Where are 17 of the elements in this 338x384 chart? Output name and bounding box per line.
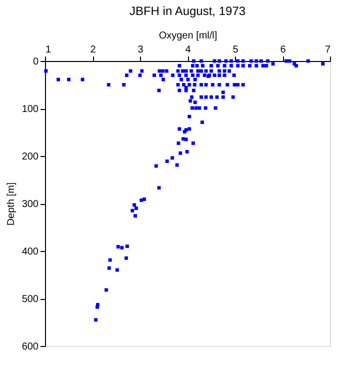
y-tick-label: 300 xyxy=(22,199,39,210)
y-tick-label: 400 xyxy=(22,246,39,258)
y-tick-label: 500 xyxy=(22,294,39,305)
y-tick-label: 600 xyxy=(22,342,39,352)
x-tick-label: 4 xyxy=(185,44,192,56)
y-tick-label: 200 xyxy=(22,152,39,162)
x-tick-label: 3 xyxy=(138,44,144,56)
y-tick-label: 0 xyxy=(32,56,39,68)
chart-title: JBFH in August, 1973 xyxy=(129,4,246,18)
x-tick-label: 7 xyxy=(324,44,331,56)
x-tick-label: 6 xyxy=(280,44,286,56)
x-axis-title: Oxygen [ml/l] xyxy=(158,30,218,42)
y-tick-label: 100 xyxy=(22,104,39,115)
x-tick-label: 1 xyxy=(46,44,52,56)
x-tick-label: 2 xyxy=(90,44,96,56)
y-axis-title: Depth [m] xyxy=(6,182,17,226)
x-tick-label: 5 xyxy=(232,44,239,56)
